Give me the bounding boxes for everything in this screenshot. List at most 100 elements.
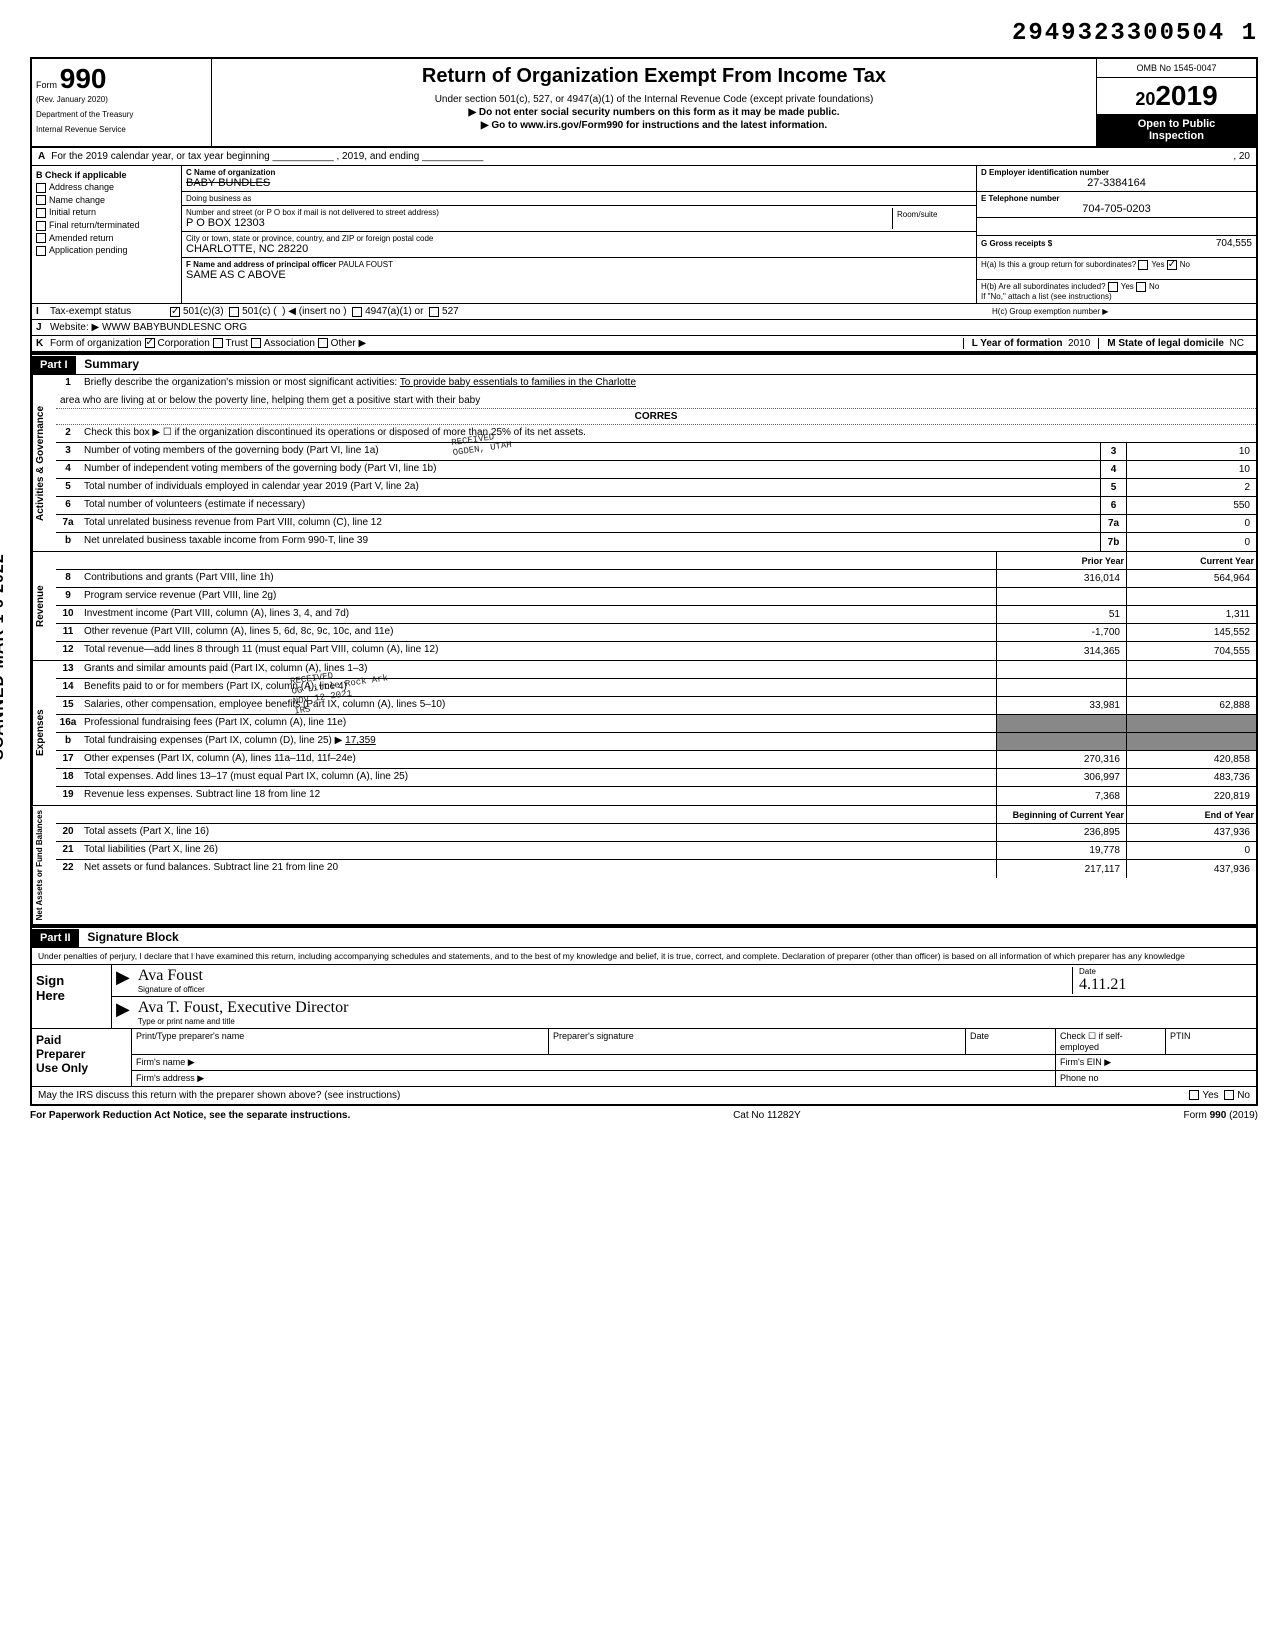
part2-header: Part II Signature Block — [30, 926, 1258, 948]
header-sub2: ▶ Do not enter social security numbers o… — [218, 107, 1090, 118]
val-employees: 2 — [1126, 479, 1256, 496]
val-7a: 0 — [1126, 515, 1256, 532]
val-independent-members: 10 — [1126, 461, 1256, 478]
section-bcd: B Check if applicable Address change Nam… — [30, 166, 1258, 304]
rev-9-prior — [996, 588, 1126, 605]
irs-discuss-row: May the IRS discuss this return with the… — [30, 1087, 1258, 1106]
chk-application-pending[interactable]: Application pending — [36, 245, 177, 256]
chk-4947[interactable] — [352, 307, 362, 317]
chk-501c[interactable] — [229, 307, 239, 317]
exp-19-prior: 7,368 — [996, 787, 1126, 805]
signature-date: 4.11.21 — [1079, 976, 1252, 994]
corres-stamp: CORRES — [56, 409, 1256, 425]
exp-17-prior: 270,316 — [996, 751, 1126, 768]
rev-10-prior: 51 — [996, 606, 1126, 623]
chk-final-return[interactable]: Final return/terminated — [36, 220, 177, 231]
paid-preparer-block: Paid Preparer Use Only Print/Type prepar… — [30, 1029, 1258, 1087]
exp-15-current: 62,888 — [1126, 697, 1256, 714]
net-22-begin: 217,117 — [996, 860, 1126, 878]
header-sub3: ▶ Go to www.irs.gov/Form990 for instruct… — [218, 120, 1090, 131]
exp-13-prior — [996, 661, 1126, 678]
net-21-end: 0 — [1126, 842, 1256, 859]
exp-16b-prior — [996, 733, 1126, 750]
form-title: Return of Organization Exempt From Incom… — [218, 65, 1090, 88]
arrow-icon: ▶ — [116, 967, 130, 994]
org-name: BABY BUNDLES — [186, 177, 972, 189]
exp-14-prior — [996, 679, 1126, 696]
val-volunteers: 550 — [1126, 497, 1256, 514]
chk-corporation[interactable] — [145, 338, 155, 348]
dln-number: 2949323300504 1 — [30, 20, 1258, 47]
exp-19-current: 220,819 — [1126, 787, 1256, 805]
rev-12-prior: 314,365 — [996, 642, 1126, 660]
right-stack: D Employer identification number 27-3384… — [976, 166, 1256, 303]
dept-treasury: Department of the Treasury — [36, 110, 207, 119]
line-j: J Website: ▶ WWW BABYBUNDLESNC ORG — [30, 320, 1258, 336]
rev-8-prior: 316,014 — [996, 570, 1126, 587]
val-voting-members: 10 — [1126, 443, 1256, 460]
chk-amended-return[interactable]: Amended return — [36, 233, 177, 244]
exp-16b-current — [1126, 733, 1256, 750]
net-20-end: 437,936 — [1126, 824, 1256, 841]
hc-label: H(c) Group exemption number ▶ — [992, 307, 1252, 316]
chk-association[interactable] — [251, 338, 261, 348]
part1-header: Part I Summary — [30, 353, 1258, 375]
chk-name-change[interactable]: Name change — [36, 195, 177, 206]
line-i: I Tax-exempt status 501(c)(3) 501(c) ( )… — [30, 304, 1258, 320]
exp-16a-prior — [996, 715, 1126, 732]
rev-11-prior: -1,700 — [996, 624, 1126, 641]
form-header: Form 990 (Rev. January 2020) Department … — [30, 57, 1258, 148]
chk-trust[interactable] — [213, 338, 223, 348]
form-label: Form — [36, 80, 57, 90]
arrow-icon: ▶ — [116, 999, 130, 1026]
summary-net-assets: Net Assets or Fund Balances Beginning of… — [30, 806, 1258, 926]
street: P O BOX 12303 — [186, 217, 892, 229]
scanned-stamp: SCANNED MAR 1 6 2022 — [0, 553, 8, 760]
ein: 27-3384164 — [981, 177, 1252, 189]
chk-ha-yes[interactable] — [1138, 260, 1148, 270]
irs-label: Internal Revenue Service — [36, 125, 207, 134]
form-number: 990 — [60, 63, 107, 95]
officer-signature: Ava Foust — [138, 967, 1072, 985]
form-revision: (Rev. January 2020) — [36, 95, 207, 104]
chk-527[interactable] — [429, 307, 439, 317]
chk-other[interactable] — [318, 338, 328, 348]
summary-revenue: Revenue Prior Year Current Year 8Contrib… — [30, 552, 1258, 661]
rev-12-current: 704,555 — [1126, 642, 1256, 660]
exp-17-current: 420,858 — [1126, 751, 1256, 768]
telephone: 704-705-0203 — [981, 203, 1252, 215]
rev-9-current — [1126, 588, 1256, 605]
chk-discuss-no[interactable] — [1224, 1090, 1234, 1100]
exp-18-current: 483,736 — [1126, 769, 1256, 786]
chk-hb-yes[interactable] — [1108, 282, 1118, 292]
city-state-zip: CHARLOTTE, NC 28220 — [186, 243, 972, 255]
chk-hb-no[interactable] — [1136, 282, 1146, 292]
summary-governance: Activities & Governance 1 Briefly descri… — [30, 375, 1258, 552]
chk-ha-no[interactable] — [1167, 260, 1177, 270]
chk-501c3[interactable] — [170, 307, 180, 317]
header-sub1: Under section 501(c), 527, or 4947(a)(1)… — [218, 94, 1090, 105]
chk-address-change[interactable]: Address change — [36, 182, 177, 193]
sign-here-block: Sign Here ▶ Ava Foust Signature of offic… — [30, 965, 1258, 1029]
net-20-begin: 236,895 — [996, 824, 1126, 841]
side-revenue: Revenue — [32, 552, 56, 660]
website: WWW BABYBUNDLESNC ORG — [102, 322, 247, 333]
state-domicile: NC — [1230, 338, 1244, 349]
rev-10-current: 1,311 — [1126, 606, 1256, 623]
perjury-statement: Under penalties of perjury, I declare th… — [30, 948, 1258, 965]
chk-discuss-yes[interactable] — [1189, 1090, 1199, 1100]
page-footer: For Paperwork Reduction Act Notice, see … — [30, 1106, 1258, 1125]
officer-name: PAULA FOUST — [339, 260, 394, 269]
exp-15-prior: 33,981 — [996, 697, 1126, 714]
side-net-assets: Net Assets or Fund Balances — [32, 806, 56, 924]
omb-number: OMB No 1545-0047 — [1097, 59, 1256, 78]
box-c: C Name of organization BABY BUNDLES Doin… — [182, 166, 976, 303]
year-formation: 2010 — [1068, 338, 1090, 349]
exp-16a-current — [1126, 715, 1256, 732]
mission-line1: To provide baby essentials to families i… — [400, 377, 636, 388]
net-22-end: 437,936 — [1126, 860, 1256, 878]
open-public: Open to Public Inspection — [1097, 114, 1256, 146]
side-governance: Activities & Governance — [32, 375, 56, 551]
fundraising-inline: 17,359 — [345, 735, 376, 746]
chk-initial-return[interactable]: Initial return — [36, 207, 177, 218]
